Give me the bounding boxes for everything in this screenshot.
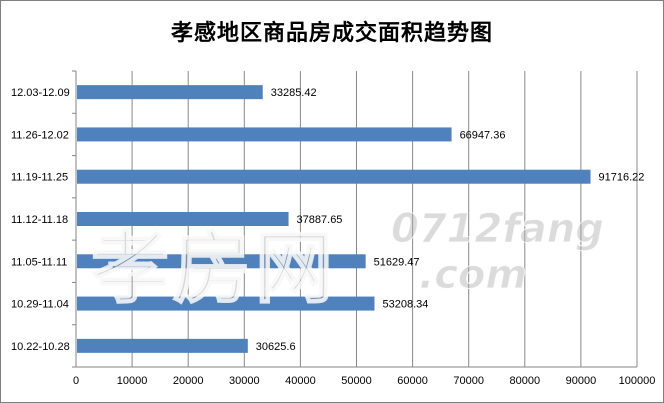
x-tick-label: 60000 <box>397 375 428 387</box>
bar <box>77 296 375 311</box>
data-label: 53208.34 <box>382 299 428 311</box>
x-tick-label: 90000 <box>566 375 597 387</box>
data-label: 66947.36 <box>460 129 506 141</box>
x-tick-label: 20000 <box>173 375 204 387</box>
y-category-label: 10.29-11.04 <box>11 299 69 311</box>
data-label: 37887.65 <box>297 214 343 226</box>
y-category-label: 11.26-12.02 <box>11 129 69 141</box>
bar <box>77 212 289 226</box>
y-category-label: 10.22-10.28 <box>11 341 70 353</box>
x-tick-label: 80000 <box>510 375 541 387</box>
bar <box>77 127 452 142</box>
data-label: 30625.6 <box>256 341 296 353</box>
data-label: 51629.47 <box>374 256 420 268</box>
x-tick-label: 70000 <box>453 375 484 387</box>
bar <box>77 169 591 184</box>
chart-title: 孝感地区商品房成交面积趋势图 <box>170 21 493 46</box>
x-tick-label: 40000 <box>285 375 316 387</box>
x-tick-label: 30000 <box>229 375 260 387</box>
data-label: 91716.22 <box>599 172 645 184</box>
data-label: 33285.42 <box>271 87 317 99</box>
bar <box>77 338 248 353</box>
y-category-label: 11.19-11.25 <box>11 172 68 184</box>
x-tick-label: 10000 <box>117 375 148 387</box>
y-category-label: 12.03-12.09 <box>11 87 70 99</box>
y-category-label: 11.12-11.18 <box>11 214 68 226</box>
bar <box>77 85 263 100</box>
bar <box>77 254 366 269</box>
y-category-label: 11.05-11.11 <box>11 256 67 268</box>
x-tick-label: 0 <box>73 375 79 387</box>
x-tick-label: 50000 <box>341 375 372 387</box>
x-tick-label: 100000 <box>619 375 656 387</box>
